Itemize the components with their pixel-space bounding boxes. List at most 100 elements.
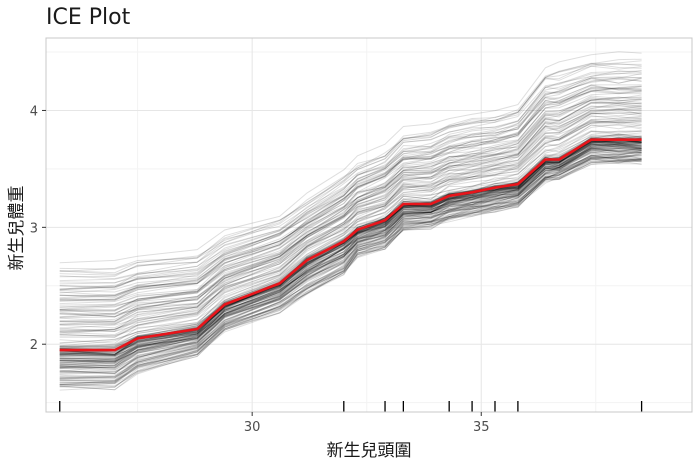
ice-curve bbox=[59, 89, 642, 302]
ice-curve bbox=[59, 130, 642, 347]
ice-curve bbox=[59, 145, 642, 361]
ice-curve bbox=[59, 96, 642, 308]
ice-curve bbox=[59, 150, 642, 374]
ice-curve bbox=[59, 105, 642, 317]
ice-curve bbox=[59, 142, 642, 361]
ice-curve bbox=[59, 157, 642, 382]
ice-curve bbox=[59, 160, 642, 385]
ice-curve bbox=[59, 148, 642, 369]
ice-curve bbox=[59, 65, 642, 278]
ice-curve bbox=[59, 138, 642, 356]
ice-curve bbox=[59, 108, 642, 323]
ice-curve bbox=[59, 158, 642, 387]
ice-curve bbox=[59, 145, 642, 363]
ice-curve bbox=[59, 142, 642, 359]
ice-curve bbox=[59, 115, 642, 329]
ice-curve bbox=[59, 158, 642, 388]
ice-curve bbox=[59, 135, 642, 347]
x-axis-title: 新生兒頭圍 bbox=[327, 441, 412, 461]
ice-curve bbox=[59, 149, 642, 373]
ice-curve bbox=[59, 143, 642, 363]
ice-curve bbox=[59, 77, 642, 289]
ice-curve bbox=[59, 141, 642, 360]
chart-title: ICE Plot bbox=[46, 5, 131, 30]
ice-curve bbox=[59, 143, 642, 359]
ice-curve bbox=[59, 118, 642, 335]
x-axis-ticks: 30 35 bbox=[244, 412, 490, 435]
ice-curve bbox=[59, 62, 642, 273]
ice-curve bbox=[59, 105, 642, 318]
ice-curve bbox=[59, 84, 642, 300]
ice-curve bbox=[59, 146, 642, 369]
ice-curve bbox=[59, 151, 642, 375]
panel-border bbox=[45, 37, 693, 413]
ice-curve bbox=[59, 102, 642, 318]
ice-curve bbox=[59, 87, 642, 296]
ice-curve bbox=[59, 109, 642, 323]
ice-curve bbox=[59, 143, 642, 363]
ice-curve bbox=[59, 73, 642, 288]
ice-curve bbox=[59, 115, 642, 332]
ice-curve bbox=[59, 144, 642, 367]
ice-curve bbox=[59, 111, 642, 325]
ice-curve bbox=[59, 145, 642, 367]
ice-curve bbox=[59, 119, 642, 332]
ice-curve bbox=[59, 148, 642, 369]
ice-curve bbox=[59, 151, 642, 378]
ice-curve bbox=[59, 144, 642, 361]
ice-curve bbox=[59, 147, 642, 369]
ice-curve bbox=[59, 96, 642, 311]
ice-curve bbox=[59, 97, 642, 308]
ice-curve bbox=[59, 72, 642, 284]
ice-curve bbox=[59, 78, 642, 291]
ice-curve bbox=[59, 60, 642, 270]
ice-curve bbox=[59, 153, 642, 379]
y-axis-ticks: 2 3 4 bbox=[30, 104, 46, 353]
ice-curves bbox=[59, 51, 642, 391]
ice-curve bbox=[59, 147, 642, 366]
ice-curve bbox=[59, 88, 642, 300]
ice-curve bbox=[59, 130, 642, 344]
ice-curve bbox=[59, 105, 642, 319]
ice-curve bbox=[59, 120, 642, 331]
ice-curve bbox=[59, 102, 642, 312]
ice-curve bbox=[59, 156, 642, 382]
ice-curve bbox=[59, 139, 642, 355]
ice-curve bbox=[59, 101, 642, 315]
ice-curve bbox=[59, 77, 642, 291]
ice-curve bbox=[59, 58, 642, 274]
ice-curve bbox=[59, 156, 642, 384]
ice-curve bbox=[59, 151, 642, 375]
ice-curve bbox=[59, 161, 642, 391]
ice-curve bbox=[59, 154, 642, 379]
ice-curve bbox=[59, 85, 642, 299]
ice-curve bbox=[59, 111, 642, 326]
ice-curve bbox=[59, 142, 642, 364]
ice-curve bbox=[59, 135, 642, 348]
ice-curve bbox=[59, 145, 642, 364]
ice-curve bbox=[59, 133, 642, 349]
ice-curve bbox=[59, 151, 642, 370]
ice-curve bbox=[59, 158, 642, 386]
ice-curve bbox=[59, 90, 642, 301]
ice-curve bbox=[59, 84, 642, 293]
ice-curve bbox=[59, 159, 642, 391]
ice-curve bbox=[59, 142, 642, 363]
ice-curve bbox=[59, 123, 642, 338]
ice-curve bbox=[59, 148, 642, 369]
ice-curve bbox=[59, 155, 642, 380]
ice-curve bbox=[59, 92, 642, 305]
ice-curve bbox=[59, 146, 642, 366]
ice-curve bbox=[59, 143, 642, 362]
ice-curve bbox=[59, 63, 642, 276]
x-tick-label: 30 bbox=[244, 420, 261, 435]
ice-curve bbox=[59, 70, 642, 282]
ice-curve bbox=[59, 144, 642, 361]
ice-curve bbox=[59, 160, 642, 391]
ice-curve bbox=[59, 143, 642, 364]
ice-curve bbox=[59, 102, 642, 315]
ice-curve bbox=[59, 120, 642, 334]
grid bbox=[46, 38, 692, 412]
ice-curve bbox=[59, 51, 642, 264]
ice-curve bbox=[59, 112, 642, 325]
